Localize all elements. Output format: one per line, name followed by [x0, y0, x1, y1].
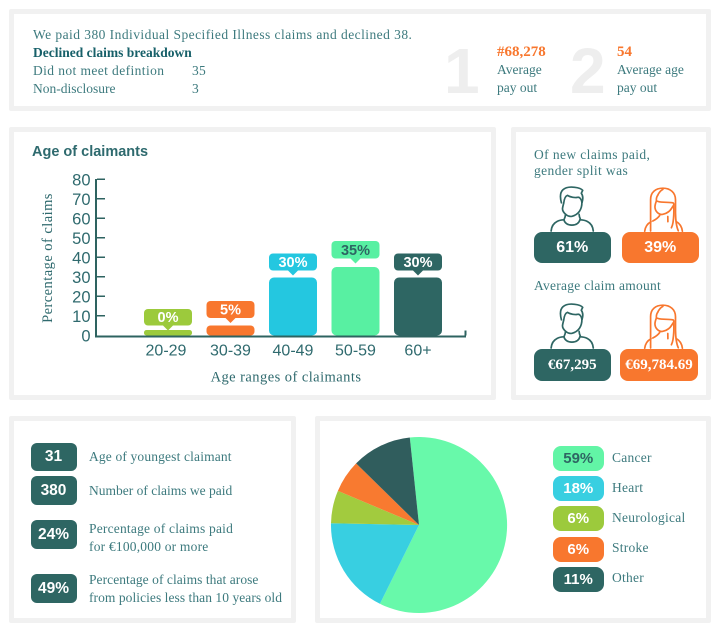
- svg-text:50-59: 50-59: [335, 343, 376, 360]
- svg-text:30%: 30%: [278, 255, 307, 271]
- svg-text:0%: 0%: [158, 310, 179, 326]
- svg-text:40-49: 40-49: [273, 343, 314, 360]
- svg-text:20-29: 20-29: [146, 343, 187, 360]
- svg-text:30%: 30%: [403, 255, 432, 271]
- svg-text:30-39: 30-39: [210, 343, 251, 360]
- svg-text:30: 30: [72, 269, 90, 287]
- svg-text:50: 50: [72, 230, 90, 248]
- svg-text:35%: 35%: [341, 243, 370, 259]
- svg-text:Percentage of claims: Percentage of claims: [40, 193, 56, 323]
- svg-text:40: 40: [72, 249, 90, 267]
- svg-text:20: 20: [72, 288, 90, 306]
- svg-text:10: 10: [72, 308, 90, 326]
- svg-text:80: 80: [72, 171, 90, 189]
- svg-text:60: 60: [72, 210, 90, 228]
- svg-text:60+: 60+: [404, 343, 431, 360]
- svg-text:Age ranges of claimants: Age ranges of claimants: [211, 370, 362, 386]
- svg-text:5%: 5%: [220, 303, 241, 319]
- svg-text:70: 70: [72, 191, 90, 209]
- svg-text:0: 0: [81, 327, 90, 345]
